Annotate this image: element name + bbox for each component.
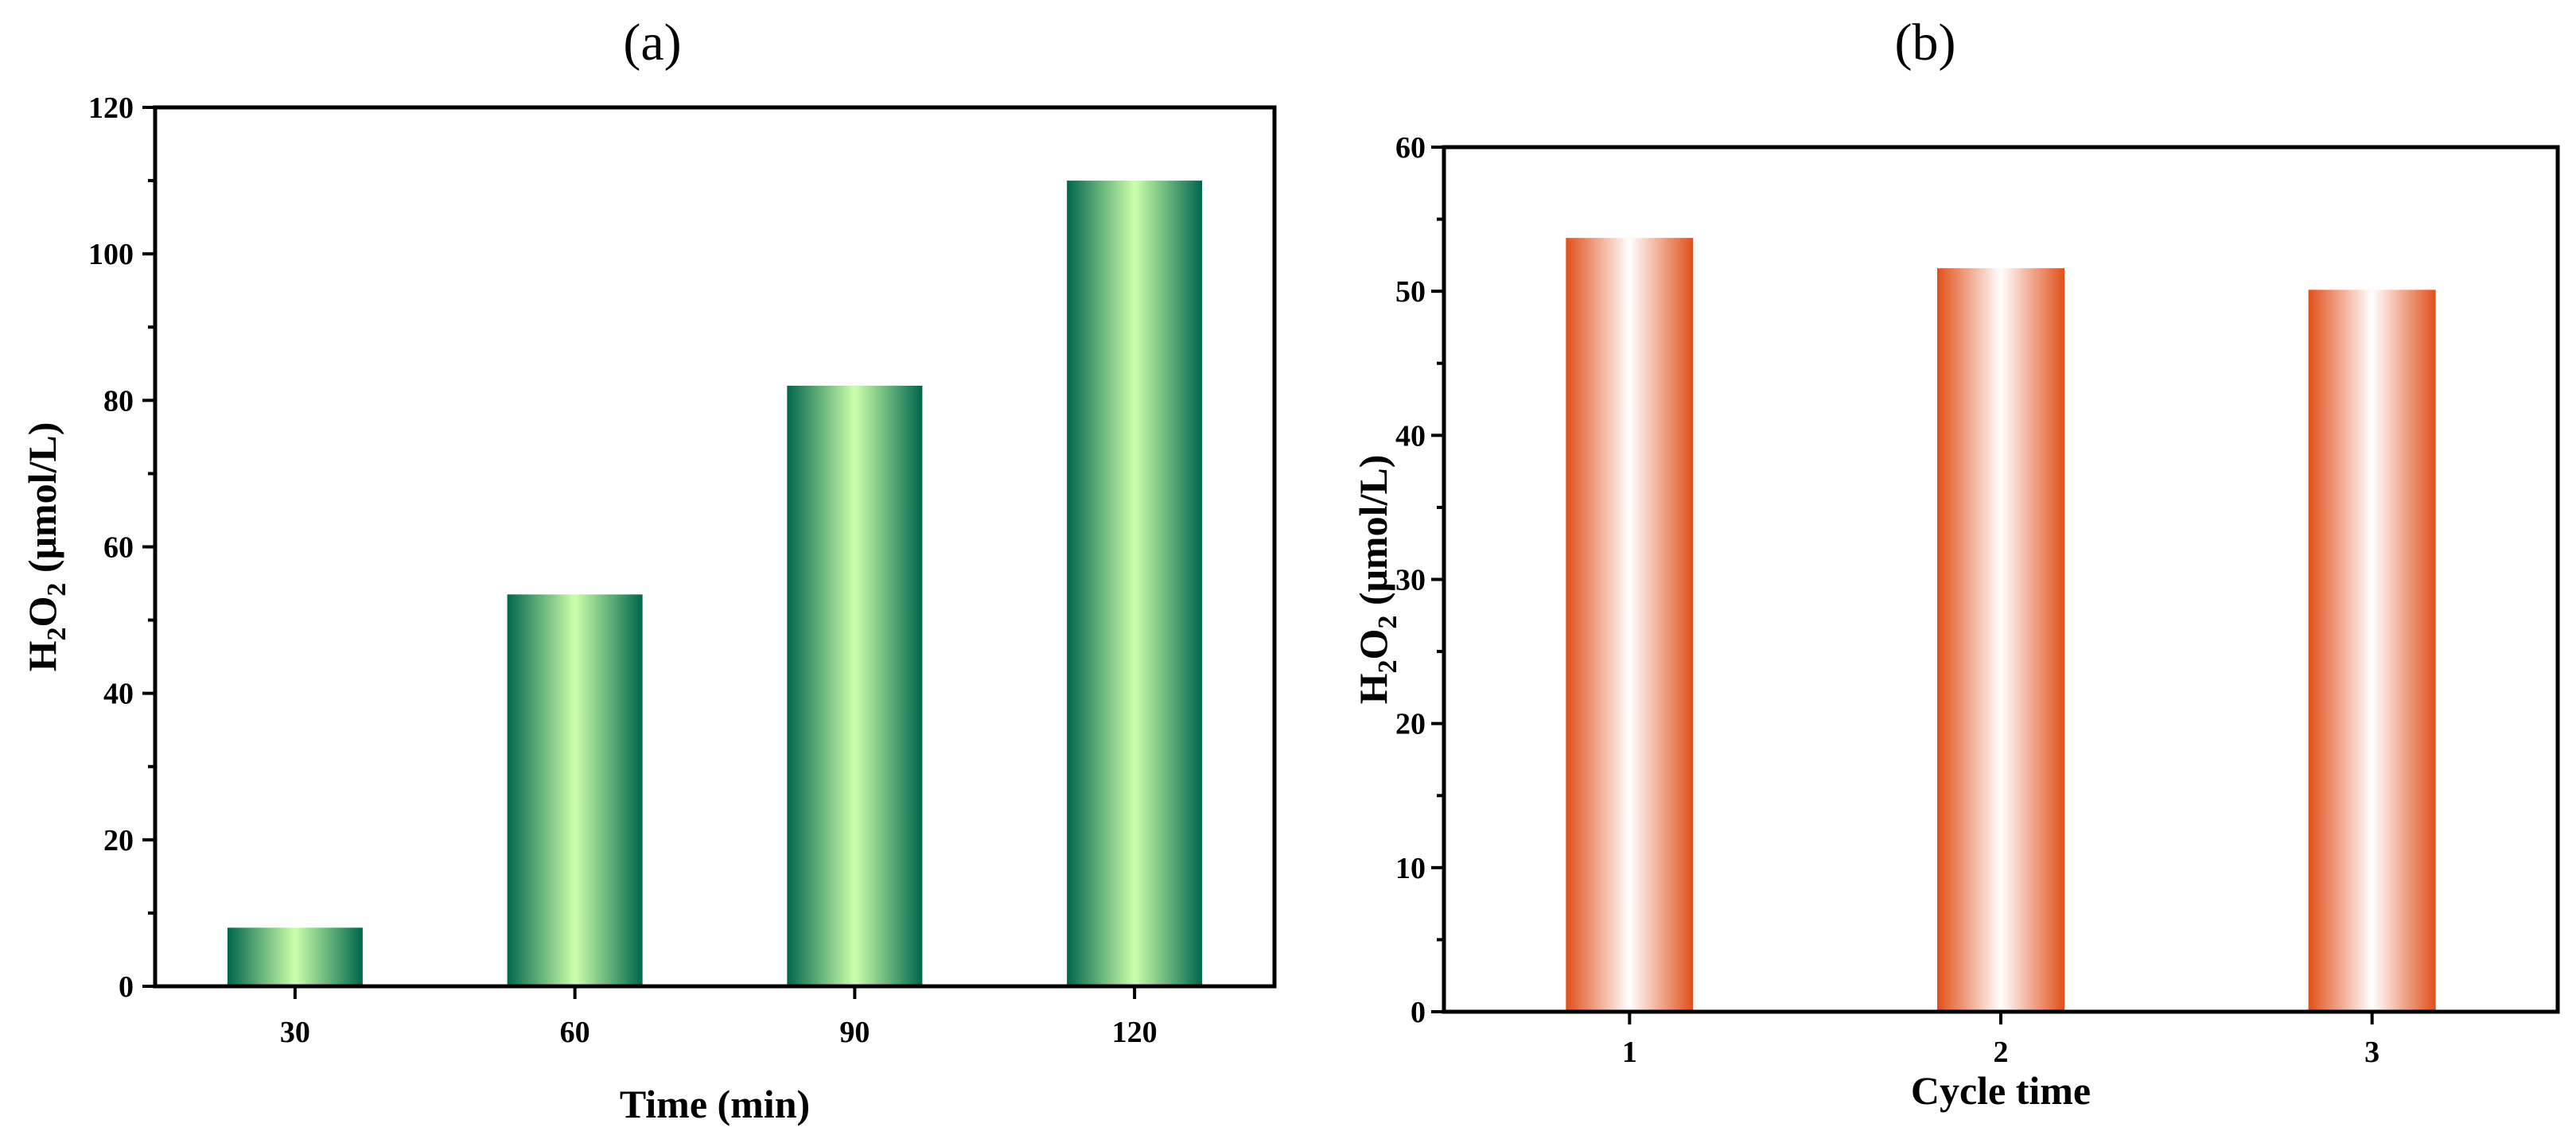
y-tick-label-b-2: 20 xyxy=(1395,708,1426,741)
x-tick-label-a-2: 90 xyxy=(839,1016,870,1049)
bar-a-120 xyxy=(1067,181,1203,987)
y-tick-label-b-3: 30 xyxy=(1395,564,1426,597)
x-tick-label-b-0: 1 xyxy=(1622,1036,1637,1069)
x-tick-label-a-3: 120 xyxy=(1112,1016,1158,1049)
x-tick-label-b-1: 2 xyxy=(1994,1036,2009,1069)
panel-label-a: (a) xyxy=(623,14,681,72)
y-tick-label-a-4: 80 xyxy=(103,384,134,418)
plot-frame-b xyxy=(1442,145,2560,1014)
x-tick-label-a-0: 30 xyxy=(280,1016,310,1049)
plot-frame-a xyxy=(153,105,1277,989)
panel-label-b: (b) xyxy=(1895,14,1956,72)
chart-panel-a: (a) 30 60 90 120 0 20 40 60 80 100 120 Time (min) H2… xyxy=(20,14,1277,1126)
x-axis-title-a: Time (min) xyxy=(620,1082,810,1126)
bar-a-30 xyxy=(227,927,363,986)
y-tick-label-b-5: 50 xyxy=(1395,275,1426,309)
y-tick-label-a-5: 100 xyxy=(88,238,134,271)
y-tick-label-a-2: 40 xyxy=(103,678,134,711)
x-tick-label-b-2: 3 xyxy=(2364,1036,2379,1069)
y-tick-label-a-3: 60 xyxy=(103,531,134,565)
x-axis-title-b: Cycle time xyxy=(1911,1068,2091,1113)
y-axis-title-a: H2O2 (μmol/L) xyxy=(20,422,72,672)
y-tick-label-a-1: 20 xyxy=(103,824,134,857)
y-tick-label-b-0: 0 xyxy=(1411,996,1426,1029)
y-tick-label-b-6: 60 xyxy=(1395,131,1426,165)
y-tick-label-b-4: 40 xyxy=(1395,419,1426,453)
y-tick-label-a-6: 120 xyxy=(88,91,134,125)
bar-b-3 xyxy=(2308,290,2436,1013)
bar-a-90 xyxy=(787,385,923,987)
x-tick-label-a-1: 60 xyxy=(560,1016,590,1049)
y-tick-label-a-0: 0 xyxy=(119,970,134,1004)
bar-a-60 xyxy=(507,594,643,986)
bar-b-2 xyxy=(1937,268,2064,1012)
y-axis-title-b: H2O2 (μmol/L) xyxy=(1351,455,1403,705)
y-tick-label-b-1: 10 xyxy=(1395,852,1426,885)
bar-b-1 xyxy=(1566,238,1694,1012)
